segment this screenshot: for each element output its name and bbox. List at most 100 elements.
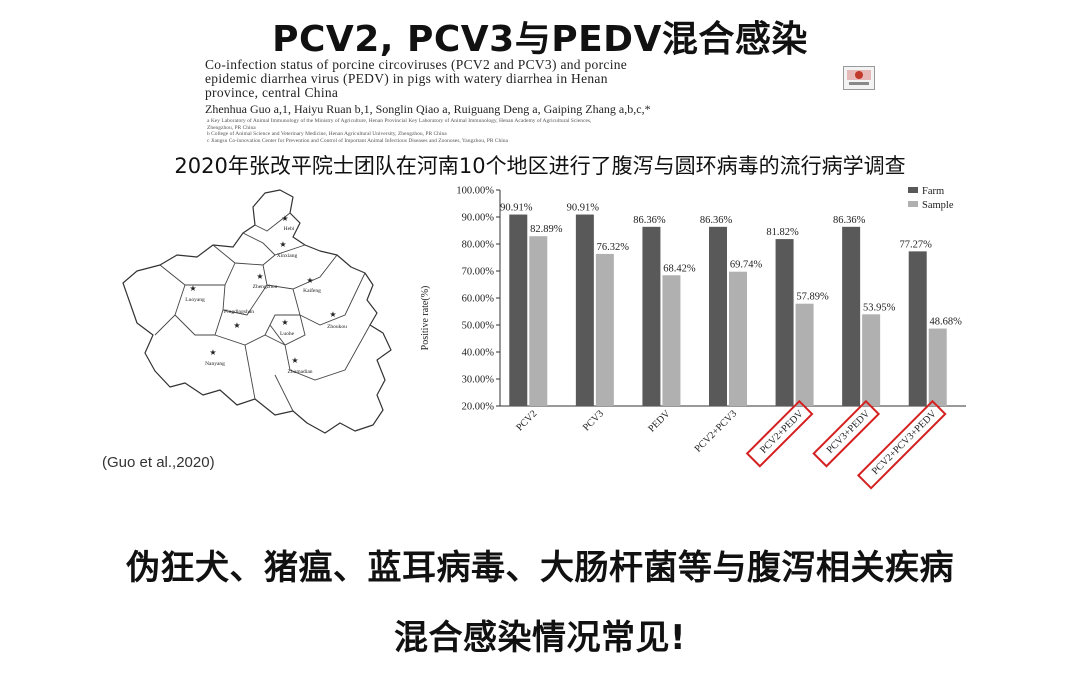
bar-farm: [709, 226, 727, 406]
region-border: [292, 272, 366, 326]
region-border: [174, 314, 215, 336]
city-label: Hebi: [284, 226, 295, 232]
x-tick-group: PCV2: [514, 408, 539, 433]
journal-logo-icon: [843, 66, 875, 90]
study-subtitle: 2020年张改平院士团队在河南10个地区进行了腹泻与圆环病毒的流行病学调查: [174, 154, 906, 178]
bar-data-label: 77.27%: [900, 239, 933, 250]
henan-map: ★ Hebi ★ Xinxiang ★ Zhengzhou ★ Kaifeng …: [122, 189, 392, 434]
region-border: [214, 309, 300, 346]
region-border: [242, 232, 306, 256]
y-tick-label: 80.00%: [462, 240, 495, 251]
city-label: Pingdingshan: [224, 309, 254, 315]
region-border: [254, 212, 291, 232]
bar-data-label: 90.91%: [567, 203, 600, 214]
city-label: Luoyang: [185, 297, 205, 303]
y-tick-label: 100.00%: [456, 186, 494, 197]
y-axis-label: Positive rate(%): [420, 286, 431, 351]
legend-label: Farm: [922, 186, 944, 197]
bar-data-label: 76.32%: [597, 242, 630, 253]
x-tick-label: PCV2+PCV3: [693, 408, 739, 454]
y-tick-label: 40.00%: [462, 348, 495, 359]
region-border: [264, 324, 371, 381]
bar-data-label: 86.36%: [633, 215, 666, 226]
legend-swatch: [908, 187, 918, 193]
paper-title-line: province, central China: [205, 85, 339, 100]
y-axis: 20.00% 30.00% 40.00% 50.00% 60.00% 70.00% 80.0…: [456, 186, 966, 413]
city-label: Kaifeng: [303, 287, 321, 294]
legend-swatch: [908, 201, 918, 207]
x-tick-group: PEDV: [646, 408, 673, 435]
bar-data-label: 86.36%: [700, 215, 733, 226]
highlight-box: [745, 399, 814, 468]
paper-title: Co-infection status of porcine circoviru…: [205, 58, 825, 100]
bar-labels: 90.91% 82.89% 90.91% 76.32% 86.36% 68.42% 86.3…: [500, 203, 962, 328]
x-tick-group: PCV2+PCV3+PEDV: [856, 399, 947, 490]
y-tick-label: 50.00%: [462, 321, 495, 332]
map-star-icon: ★: [281, 214, 288, 223]
bar-data-label: 82.89%: [530, 224, 563, 235]
bar-sample: [662, 275, 681, 406]
bottom-note-line1: 伪狂犬、猪瘟、蓝耳病毒、大肠杆菌等与腹泻相关疾病: [126, 548, 954, 588]
page-title: PCV2, PCV3与PEDV混合感染: [272, 19, 808, 60]
x-tick-label: PCV3+PEDV: [825, 408, 873, 456]
x-tick-label: PCV2+PCV3+PEDV: [870, 408, 939, 477]
x-tick-label: PCV3: [581, 408, 606, 433]
x-tick-group: PCV2+PCV3: [693, 408, 739, 454]
bar-farm: [509, 214, 528, 406]
x-tick-label: PEDV: [646, 408, 673, 435]
city-label: Zhumadian: [287, 369, 312, 375]
bar-farm: [642, 226, 661, 406]
province-outline: [122, 189, 392, 434]
x-tick-group: PCV3: [581, 408, 606, 433]
map-star-icon: ★: [256, 272, 263, 281]
city-label: Zhengzhou: [253, 284, 278, 290]
region-border: [269, 314, 306, 346]
bar-data-label: 69.74%: [730, 260, 763, 271]
y-tick-label: 20.00%: [462, 402, 495, 413]
bar-sample: [729, 271, 747, 406]
bar-farm: [575, 214, 594, 406]
map-star-icon: ★: [291, 356, 298, 365]
paper-title-line: Co-infection status of porcine circoviru…: [205, 57, 628, 72]
x-tick-group: PCV2+PEDV: [745, 399, 814, 468]
bar-data-label: 68.42%: [663, 263, 696, 274]
bar-farm: [842, 226, 861, 406]
bottom-note-line2: 混合感染情况常见!: [393, 618, 686, 658]
y-tick-label: 60.00%: [462, 294, 495, 305]
bar-sample: [595, 253, 614, 406]
bar-data-label: 57.89%: [796, 292, 829, 303]
bar-farm: [908, 251, 927, 406]
legend: Farm Sample: [908, 186, 954, 211]
highlight-box: [856, 399, 947, 490]
bar-data-label: 86.36%: [833, 215, 866, 226]
map-star-icon: ★: [281, 318, 288, 327]
bar-data-label: 48.68%: [930, 317, 963, 328]
paper-affiliations: a Key Laboratory of Animal Immunology of…: [207, 118, 827, 144]
x-tick-group: PCV3+PEDV: [812, 399, 881, 468]
map-star-icon: ★: [233, 321, 240, 330]
bar-data-label: 81.82%: [766, 227, 799, 238]
region-border: [212, 244, 276, 266]
affiliation-line: b College of Animal Science and Veterina…: [207, 131, 447, 137]
x-tick-label: PCV2: [514, 408, 539, 433]
map-star-icon: ★: [329, 310, 336, 319]
map-star-icon: ★: [279, 240, 286, 249]
bar-sample: [928, 328, 947, 406]
legend-label: Sample: [922, 200, 954, 211]
y-tick-label: 70.00%: [462, 267, 495, 278]
bar-sample: [862, 314, 881, 406]
y-tick-label: 30.00%: [462, 375, 495, 386]
x-axis: PCV2 PCV3 PEDV PCV2+PCV3 PCV2+PEDV PCV3+PEDVP…: [514, 399, 947, 490]
bar-data-label: 90.91%: [500, 203, 533, 214]
citation: (Guo et al.,2020): [102, 454, 215, 471]
map-star-icon: ★: [306, 276, 313, 285]
region-border: [274, 374, 294, 412]
bar-farm: [775, 239, 794, 406]
highlight-box: [812, 399, 881, 468]
map-star-icon: ★: [209, 348, 216, 357]
affiliation-line: c Jiangsu Co-innovation Center for Preve…: [207, 137, 508, 144]
paper-authors: Zhenhua Guo a,1, Haiyu Ruan b,1, Songlin…: [205, 102, 651, 116]
y-tick-label: 90.00%: [462, 213, 495, 224]
map-star-icon: ★: [189, 284, 196, 293]
positive-rate-chart: 20.00% 30.00% 40.00% 50.00% 60.00% 70.00% 80.0…: [420, 186, 966, 490]
